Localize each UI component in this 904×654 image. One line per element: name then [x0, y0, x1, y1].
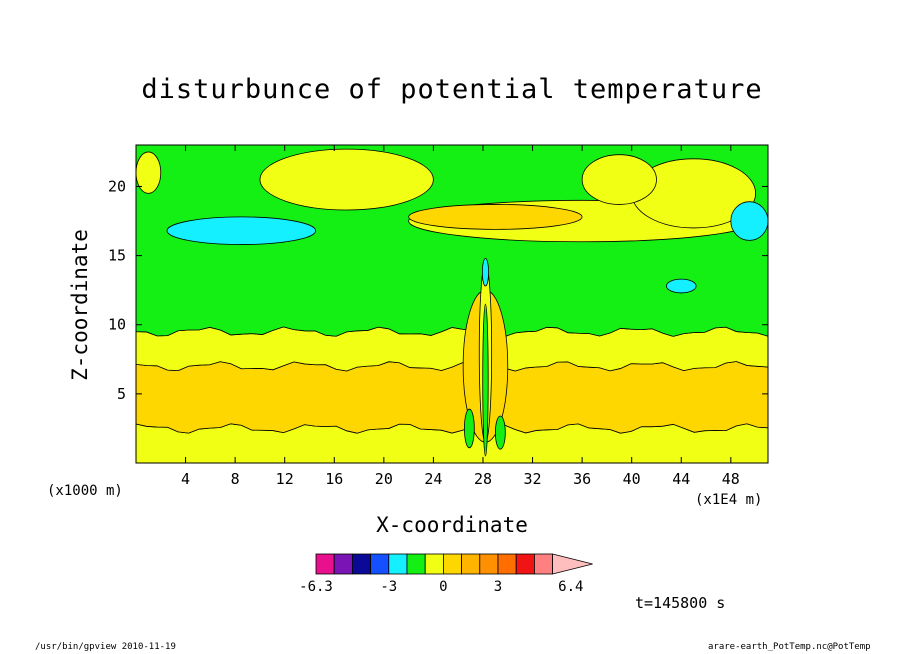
colorbar-tick-label-1: -3: [380, 579, 397, 595]
colorbar-cell-10: [497, 553, 517, 575]
x-tick-label-4: 20: [375, 470, 393, 488]
column-feature-4: [494, 415, 506, 450]
x-tick-label-8: 36: [573, 470, 591, 488]
footer-left: /usr/bin/gpview 2010-11-19: [35, 642, 176, 652]
colorbar-cell-2: [351, 553, 371, 575]
x-tick-label-3: 16: [325, 470, 343, 488]
x-axis-unit: (x1E4 m): [695, 492, 763, 508]
colorbar-cell-9: [479, 553, 499, 575]
colorbar-cell-11: [515, 553, 535, 575]
column-feature-3: [463, 408, 475, 449]
anomaly-blob-6: [730, 201, 769, 241]
x-tick-label-9: 40: [623, 470, 641, 488]
anomaly-blob-4: [581, 154, 657, 205]
colorbar-cell-6: [424, 553, 444, 575]
colorbar-cell-13: [552, 553, 593, 575]
anomaly-blob-2: [408, 204, 583, 230]
column-feature-5: [481, 257, 489, 287]
column-feature-2: [482, 303, 489, 457]
y-tick-label-0: 5: [117, 385, 126, 403]
time-label: t=145800 s: [635, 594, 726, 612]
colorbar-cell-1: [333, 553, 353, 575]
y-tick-label-1: 10: [108, 316, 126, 334]
colorbar-tick-label-2: 0: [439, 579, 447, 595]
colorbar-tick-label-0: -6.3: [299, 579, 333, 595]
x-tick-label-1: 8: [231, 470, 240, 488]
x-tick-label-2: 12: [276, 470, 294, 488]
x-tick-label-0: 4: [181, 470, 190, 488]
anomaly-blob-5: [166, 216, 317, 245]
colorbar-tick-label-4: 6.4: [558, 579, 583, 595]
y-axis-unit: (x1000 m): [47, 483, 123, 499]
y-tick-label-3: 20: [108, 177, 126, 195]
x-tick-label-11: 48: [722, 470, 740, 488]
x-tick-label-6: 28: [474, 470, 492, 488]
anomaly-blob-0: [259, 148, 434, 211]
chart-title: disturbunce of potential temperature: [141, 74, 763, 105]
contour-layer-1: [135, 361, 769, 434]
colorbar-tick-label-3: 3: [494, 579, 502, 595]
colorbar-cell-3: [370, 553, 390, 575]
x-tick-label-7: 32: [524, 470, 542, 488]
colorbar-cell-0: [315, 553, 335, 575]
y-axis-label: Z-coordinate: [68, 229, 92, 381]
plot-frame: [135, 144, 769, 464]
x-axis-label: X-coordinate: [376, 513, 528, 537]
colorbar-cell-8: [461, 553, 481, 575]
anomaly-blob-8: [135, 151, 162, 194]
x-tick-label-10: 44: [672, 470, 690, 488]
anomaly-blob-7: [665, 278, 697, 294]
y-tick-label-2: 15: [108, 247, 126, 265]
colorbar-cell-4: [388, 553, 408, 575]
footer-right: arare-earth_PotTemp.nc@PotTemp: [708, 642, 871, 652]
colorbar-cell-5: [406, 553, 426, 575]
colorbar-cell-12: [534, 553, 554, 575]
x-tick-label-5: 24: [424, 470, 442, 488]
colorbar-cell-7: [442, 553, 462, 575]
